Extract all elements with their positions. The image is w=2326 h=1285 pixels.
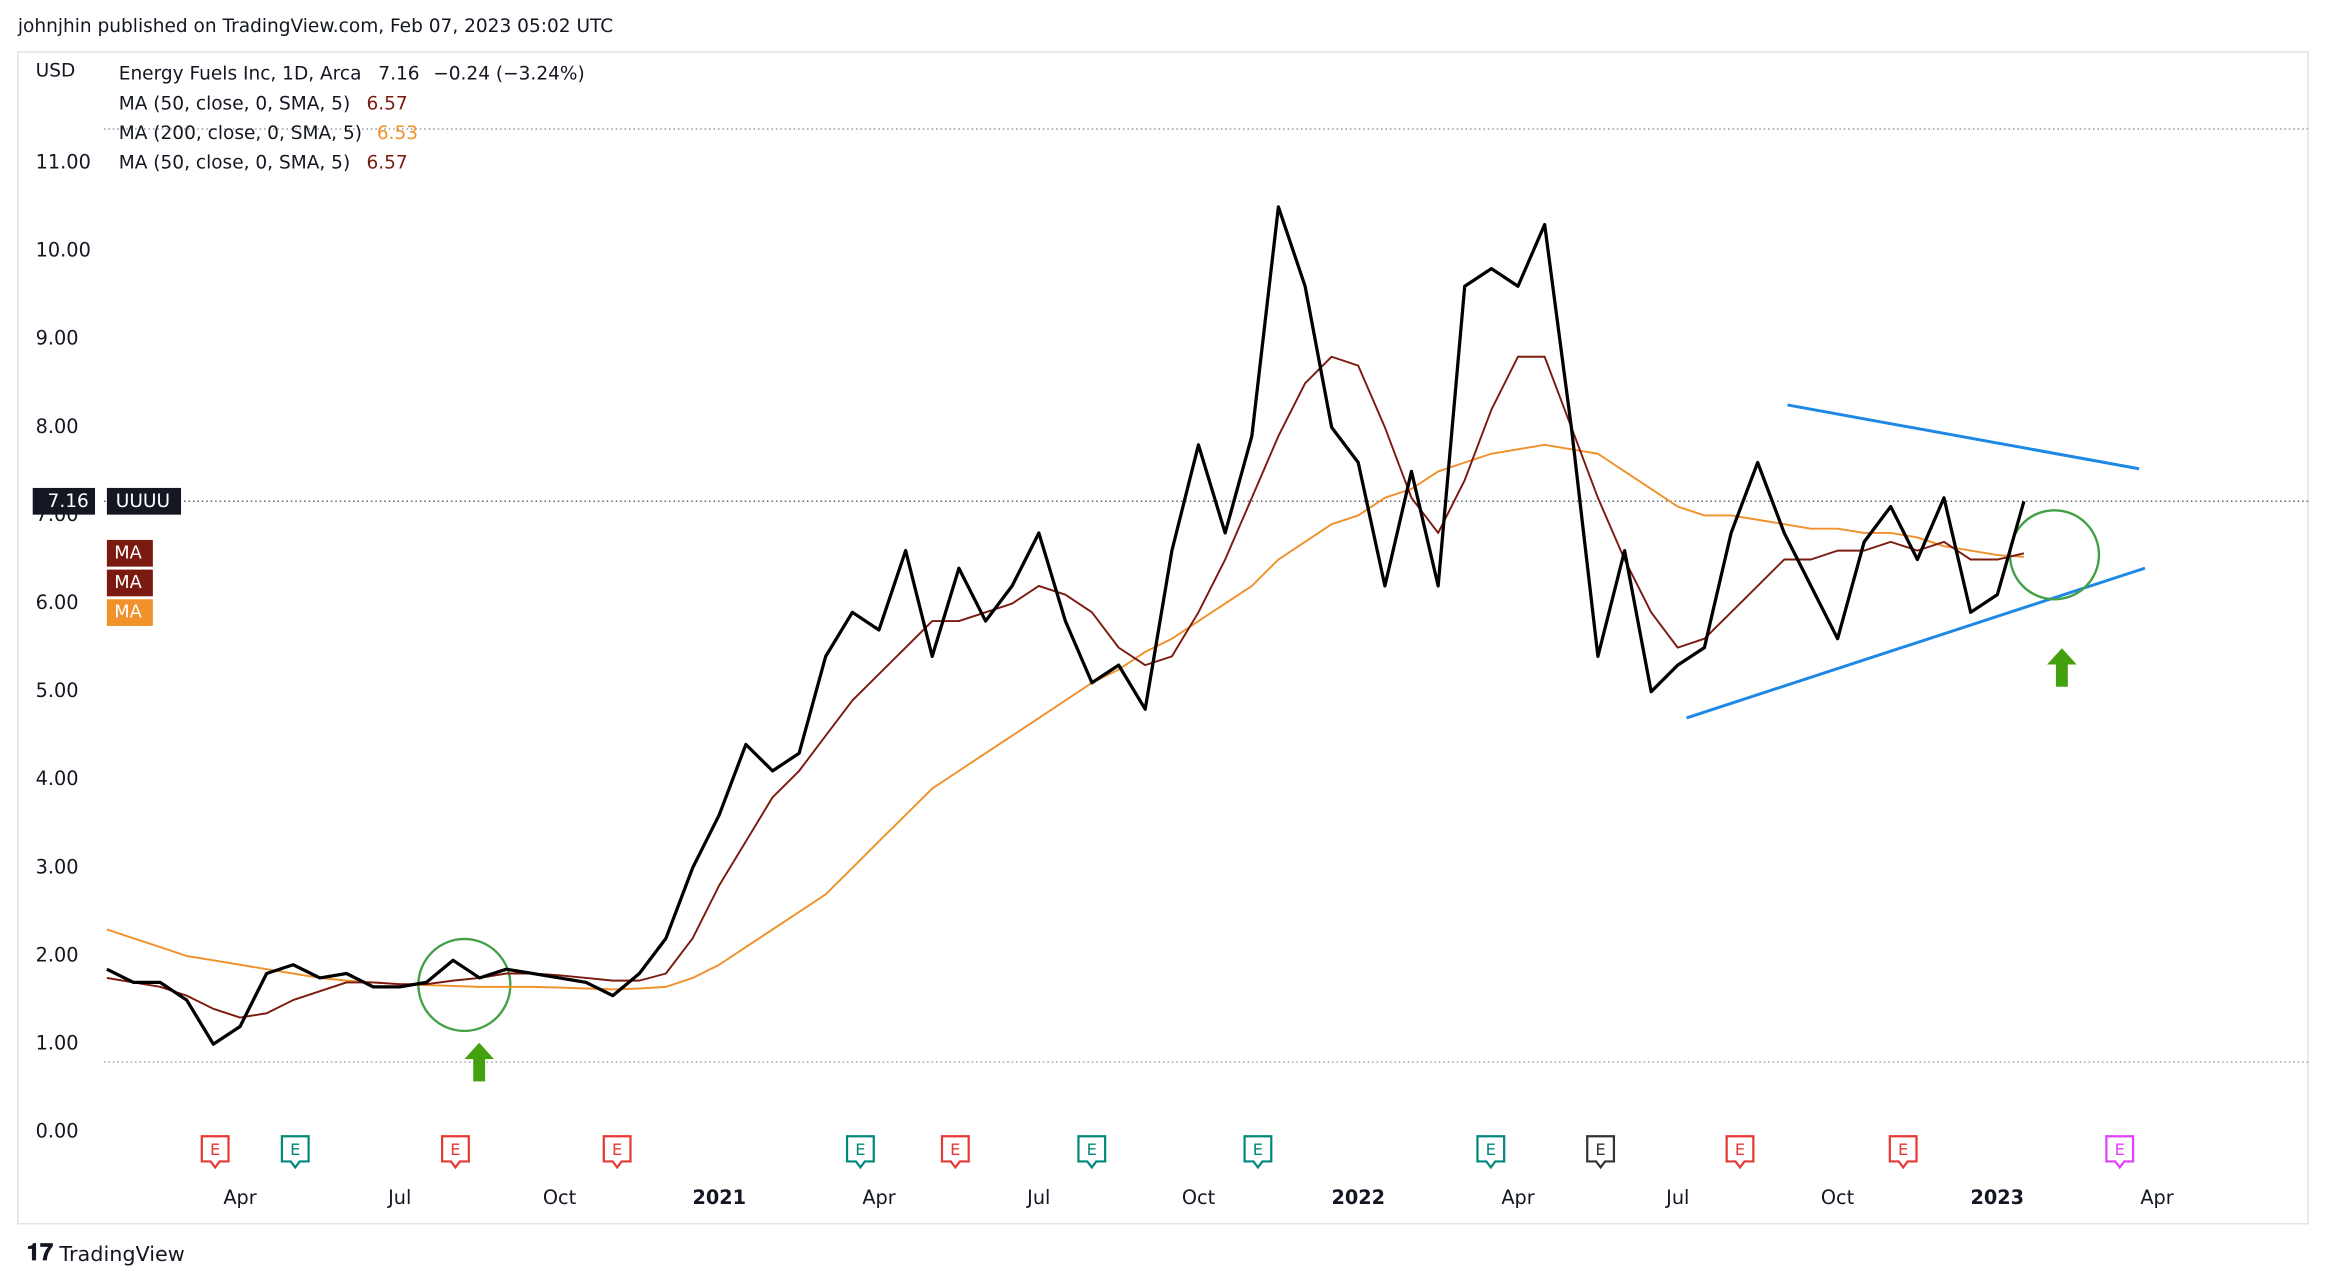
ma-badge-text: MA [114, 602, 142, 623]
event-badge [440, 1135, 470, 1170]
event-letter: E [290, 1140, 300, 1159]
trendline [1787, 403, 2140, 471]
ma-badge-text: MA [114, 572, 142, 593]
legend-ma-value: 6.53 [377, 123, 418, 144]
earnings-event: E [1888, 1135, 1918, 1170]
ma-badge [106, 539, 153, 567]
x-tick-label: Apr [223, 1186, 256, 1209]
x-tick-label: Jul [387, 1186, 411, 1209]
event-badge [940, 1135, 970, 1170]
highlight-circle [2008, 509, 2101, 601]
trendline [1686, 566, 2146, 720]
series-line [106, 205, 2026, 1046]
y-tick-label: 0.00 [36, 1120, 79, 1143]
event-badge [1077, 1135, 1107, 1170]
event-letter: E [2115, 1140, 2125, 1159]
earnings-event: E [1476, 1135, 1506, 1170]
x-tick-label: Oct [543, 1186, 577, 1209]
event-badge [2105, 1135, 2135, 1170]
earnings-event: E [200, 1135, 230, 1170]
event-badge [602, 1135, 632, 1170]
event-letter: E [1735, 1140, 1745, 1159]
legend-ma-name: MA (200, close, 0, SMA, 5) [119, 123, 362, 144]
earnings-event: E [1725, 1135, 1755, 1170]
y-tick-label: 3.00 [36, 855, 79, 878]
brand-name: TradingView [58, 1242, 184, 1266]
legend-ma-value: 6.57 [366, 93, 407, 114]
chart-frame [17, 51, 2309, 1225]
up-arrow [2047, 648, 2077, 687]
y-tick-label: 4.00 [36, 767, 79, 790]
event-letter: E [1595, 1140, 1605, 1159]
legend-last: 7.16 [378, 64, 419, 85]
ma-badge [106, 569, 153, 597]
up-arrow [464, 1042, 495, 1082]
earnings-event: E [440, 1135, 470, 1170]
event-letter: E [210, 1140, 220, 1159]
y-tick-label: 2.00 [36, 943, 79, 966]
event-badge [1725, 1135, 1755, 1170]
earnings-event: E [280, 1135, 310, 1170]
x-tick-label: Apr [1501, 1186, 1534, 1209]
event-badge [200, 1135, 230, 1170]
event-letter: E [450, 1140, 460, 1159]
event-letter: E [612, 1140, 622, 1159]
event-badge [845, 1135, 875, 1170]
earnings-event: E [845, 1135, 875, 1170]
legend-symbol: Energy Fuels Inc, 1D, Arca [119, 64, 362, 85]
ticker-badge [106, 487, 182, 515]
x-tick-label: Apr [862, 1186, 895, 1209]
event-letter: E [1253, 1140, 1263, 1159]
published-note: johnjhin published on TradingView.com, F… [17, 16, 613, 37]
event-badge [1586, 1135, 1616, 1170]
series-line [106, 355, 2025, 1019]
x-tick-label: Jul [1026, 1186, 1050, 1209]
ma-badge-text: MA [114, 542, 142, 563]
event-letter: E [855, 1140, 865, 1159]
earnings-event: E [1586, 1135, 1616, 1170]
legend-ma-name: MA (50, close, 0, SMA, 5) [119, 153, 350, 174]
event-letter: E [950, 1140, 960, 1159]
event-badge [1243, 1135, 1273, 1170]
x-tick-label: Jul [1665, 1186, 1689, 1209]
x-tick-label: 2022 [1331, 1186, 1385, 1209]
ticker-badge-text: UUUU [116, 491, 170, 512]
earnings-event: E [2105, 1135, 2135, 1170]
event-letter: E [1898, 1140, 1908, 1159]
earnings-event: E [1243, 1135, 1273, 1170]
x-tick-label: 2021 [692, 1186, 746, 1209]
x-tick-label: Apr [2140, 1186, 2173, 1209]
y-tick-label: 5.00 [36, 679, 79, 702]
y-tick-label: 6.00 [36, 591, 79, 614]
event-letter: E [1087, 1140, 1097, 1159]
x-tick-label: Oct [1821, 1186, 1855, 1209]
currency-label: USD [36, 61, 76, 82]
legend-change: −0.24 (−3.24%) [433, 64, 585, 85]
legend: Energy Fuels Inc, 1D, Arca 7.16 −0.24 (−… [119, 64, 585, 174]
y-tick-label: 1.00 [36, 1032, 79, 1055]
brand-logo: 𝟏𝟕 [27, 1238, 54, 1266]
event-badge [1888, 1135, 1918, 1170]
event-badge [280, 1135, 310, 1170]
x-tick-label: 2023 [1970, 1186, 2024, 1209]
legend-ma-name: MA (50, close, 0, SMA, 5) [119, 93, 350, 114]
y-tick-label: 10.00 [36, 239, 91, 262]
event-letter: E [1486, 1140, 1496, 1159]
price-badge-value: 7.16 [48, 491, 89, 512]
y-tick-label: 11.00 [36, 150, 91, 173]
earnings-event: E [1077, 1135, 1107, 1170]
x-tick-label: Oct [1182, 1186, 1216, 1209]
series-line [106, 443, 2024, 991]
y-tick-label: 8.00 [36, 415, 79, 438]
ma-badge [106, 599, 153, 626]
event-badge [1476, 1135, 1506, 1170]
earnings-event: E [602, 1135, 632, 1170]
earnings-event: E [940, 1135, 970, 1170]
y-tick-label: 9.00 [36, 327, 79, 350]
legend-ma-value: 6.57 [366, 153, 407, 174]
price-badge [32, 487, 96, 515]
